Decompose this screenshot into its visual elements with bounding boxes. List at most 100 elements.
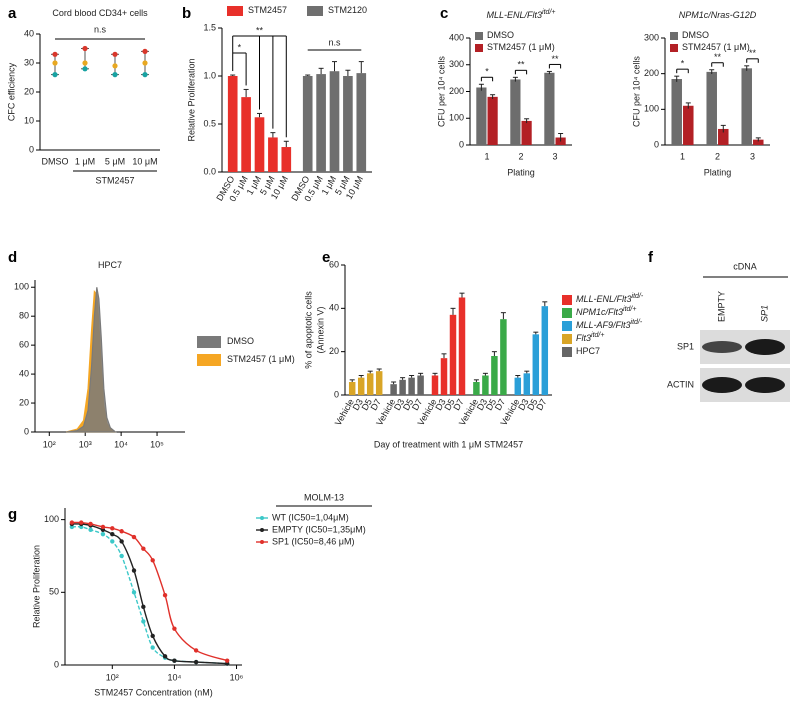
y-tick-label: 20 xyxy=(329,346,339,356)
x-tick-label: 10⁴ xyxy=(114,439,128,449)
significance: ** xyxy=(256,25,264,35)
bar xyxy=(458,297,466,395)
point xyxy=(142,48,148,55)
x-tick-label: D3 xyxy=(475,397,489,412)
bar xyxy=(671,79,682,145)
x-tick-label: 10³ xyxy=(79,439,92,449)
legend-swatch xyxy=(197,336,221,348)
x-tick-label: 5 μM xyxy=(105,156,125,166)
panel-label: b xyxy=(182,5,191,22)
legend-marker xyxy=(260,516,264,520)
x-tick-label: 10⁴ xyxy=(167,672,181,682)
legend-label: DMSO xyxy=(682,30,709,40)
bar xyxy=(706,71,717,145)
x-tick-label: D3 xyxy=(433,397,447,412)
x-tick-label: 3 xyxy=(552,151,557,161)
y-tick-label: 10 xyxy=(24,115,34,125)
legend-label-main: DMSO xyxy=(487,30,514,40)
bar xyxy=(316,74,326,172)
chart-title-main: HPC7 xyxy=(98,260,122,270)
point xyxy=(52,51,58,57)
significance: * xyxy=(485,67,489,77)
panel-label: d xyxy=(8,249,17,266)
legend-label: STM2457 (1 μM) xyxy=(682,42,750,52)
legend-label: Flt3itd/+ xyxy=(576,332,604,344)
y-axis-title: CFU per 10⁴ cells xyxy=(631,56,641,127)
y-tick-label: 0.0 xyxy=(203,166,216,176)
x-axis-title: Plating xyxy=(704,167,732,177)
y-tick-label: 300 xyxy=(644,32,659,42)
legend-label-main: STM2457 (1 μM) xyxy=(682,42,750,52)
point xyxy=(131,590,137,595)
legend-swatch xyxy=(562,308,572,318)
y-tick-label: 100 xyxy=(14,282,29,292)
legend-label-main: STM2457 (1 μM) xyxy=(487,42,555,52)
bar xyxy=(357,377,365,395)
point xyxy=(82,66,88,72)
x-tick-label: 2 xyxy=(715,151,720,161)
point xyxy=(131,568,137,573)
bar xyxy=(683,105,694,145)
point xyxy=(141,604,146,610)
blot-header: cDNA xyxy=(733,261,757,271)
legend-label: EMPTY (IC50=1,35μM) xyxy=(272,524,366,534)
bar xyxy=(541,306,549,395)
point xyxy=(142,72,148,78)
point xyxy=(150,645,155,650)
point xyxy=(79,520,84,525)
legend-swatch xyxy=(562,321,572,331)
y-axis-title: % of apoptotic cells xyxy=(303,291,313,369)
bar xyxy=(227,76,238,172)
y-tick-label: 100 xyxy=(44,514,59,524)
point xyxy=(110,526,115,531)
point xyxy=(141,619,146,624)
point xyxy=(224,658,230,663)
bar xyxy=(399,379,406,395)
bar xyxy=(281,147,292,172)
y-tick-label: 200 xyxy=(449,86,464,96)
chart-title-sup: itd/+ xyxy=(542,9,555,16)
legend-label-main: MLL-AF9/Flt3 xyxy=(576,320,631,330)
point xyxy=(110,539,115,544)
y-tick-label: 0 xyxy=(459,139,464,149)
bar xyxy=(521,120,532,145)
point xyxy=(82,45,88,52)
x-tick-label: 1 xyxy=(680,151,685,161)
y-tick-label: 40 xyxy=(19,368,29,378)
y-tick-label: 300 xyxy=(449,59,464,69)
y-tick-label: 1.0 xyxy=(203,70,216,80)
chart-title: NPM1c/Nras-G12D xyxy=(679,10,757,20)
x-tick-label: Vehicle xyxy=(333,397,356,427)
x-tick-label: 10² xyxy=(106,672,119,682)
point xyxy=(88,521,93,527)
y-axis-title: CFC efficiency xyxy=(6,62,16,121)
legend-marker xyxy=(260,540,264,544)
legend-swatch xyxy=(562,347,572,357)
point xyxy=(162,593,168,598)
legend-label: HPC7 xyxy=(576,346,600,356)
y-axis-title: CFU per 10⁴ cells xyxy=(436,56,446,127)
x-tick-label: D5 xyxy=(525,397,539,412)
x-tick-label: DMSO xyxy=(42,156,69,166)
y-tick-label: 60 xyxy=(329,259,339,269)
y-tick-label: 100 xyxy=(449,113,464,123)
x-tick-label: D7 xyxy=(369,397,383,412)
bar xyxy=(449,314,457,395)
y-tick-label: 1.5 xyxy=(203,22,216,32)
point xyxy=(112,72,118,78)
y-tick-label: 0 xyxy=(29,144,34,154)
blot-band xyxy=(745,339,785,355)
bar xyxy=(532,334,540,395)
y-tick-label: 0.5 xyxy=(203,118,216,128)
point xyxy=(141,546,146,551)
bar xyxy=(408,377,415,395)
point xyxy=(100,524,106,530)
point xyxy=(69,520,75,525)
y-tick-label: 80 xyxy=(19,311,29,321)
bar xyxy=(390,384,397,395)
legend-label-main: NPM1c/Flt3 xyxy=(576,307,623,317)
legend-label-main: Flt3 xyxy=(576,333,591,343)
legend-swatch xyxy=(670,44,678,52)
bar xyxy=(348,382,356,395)
